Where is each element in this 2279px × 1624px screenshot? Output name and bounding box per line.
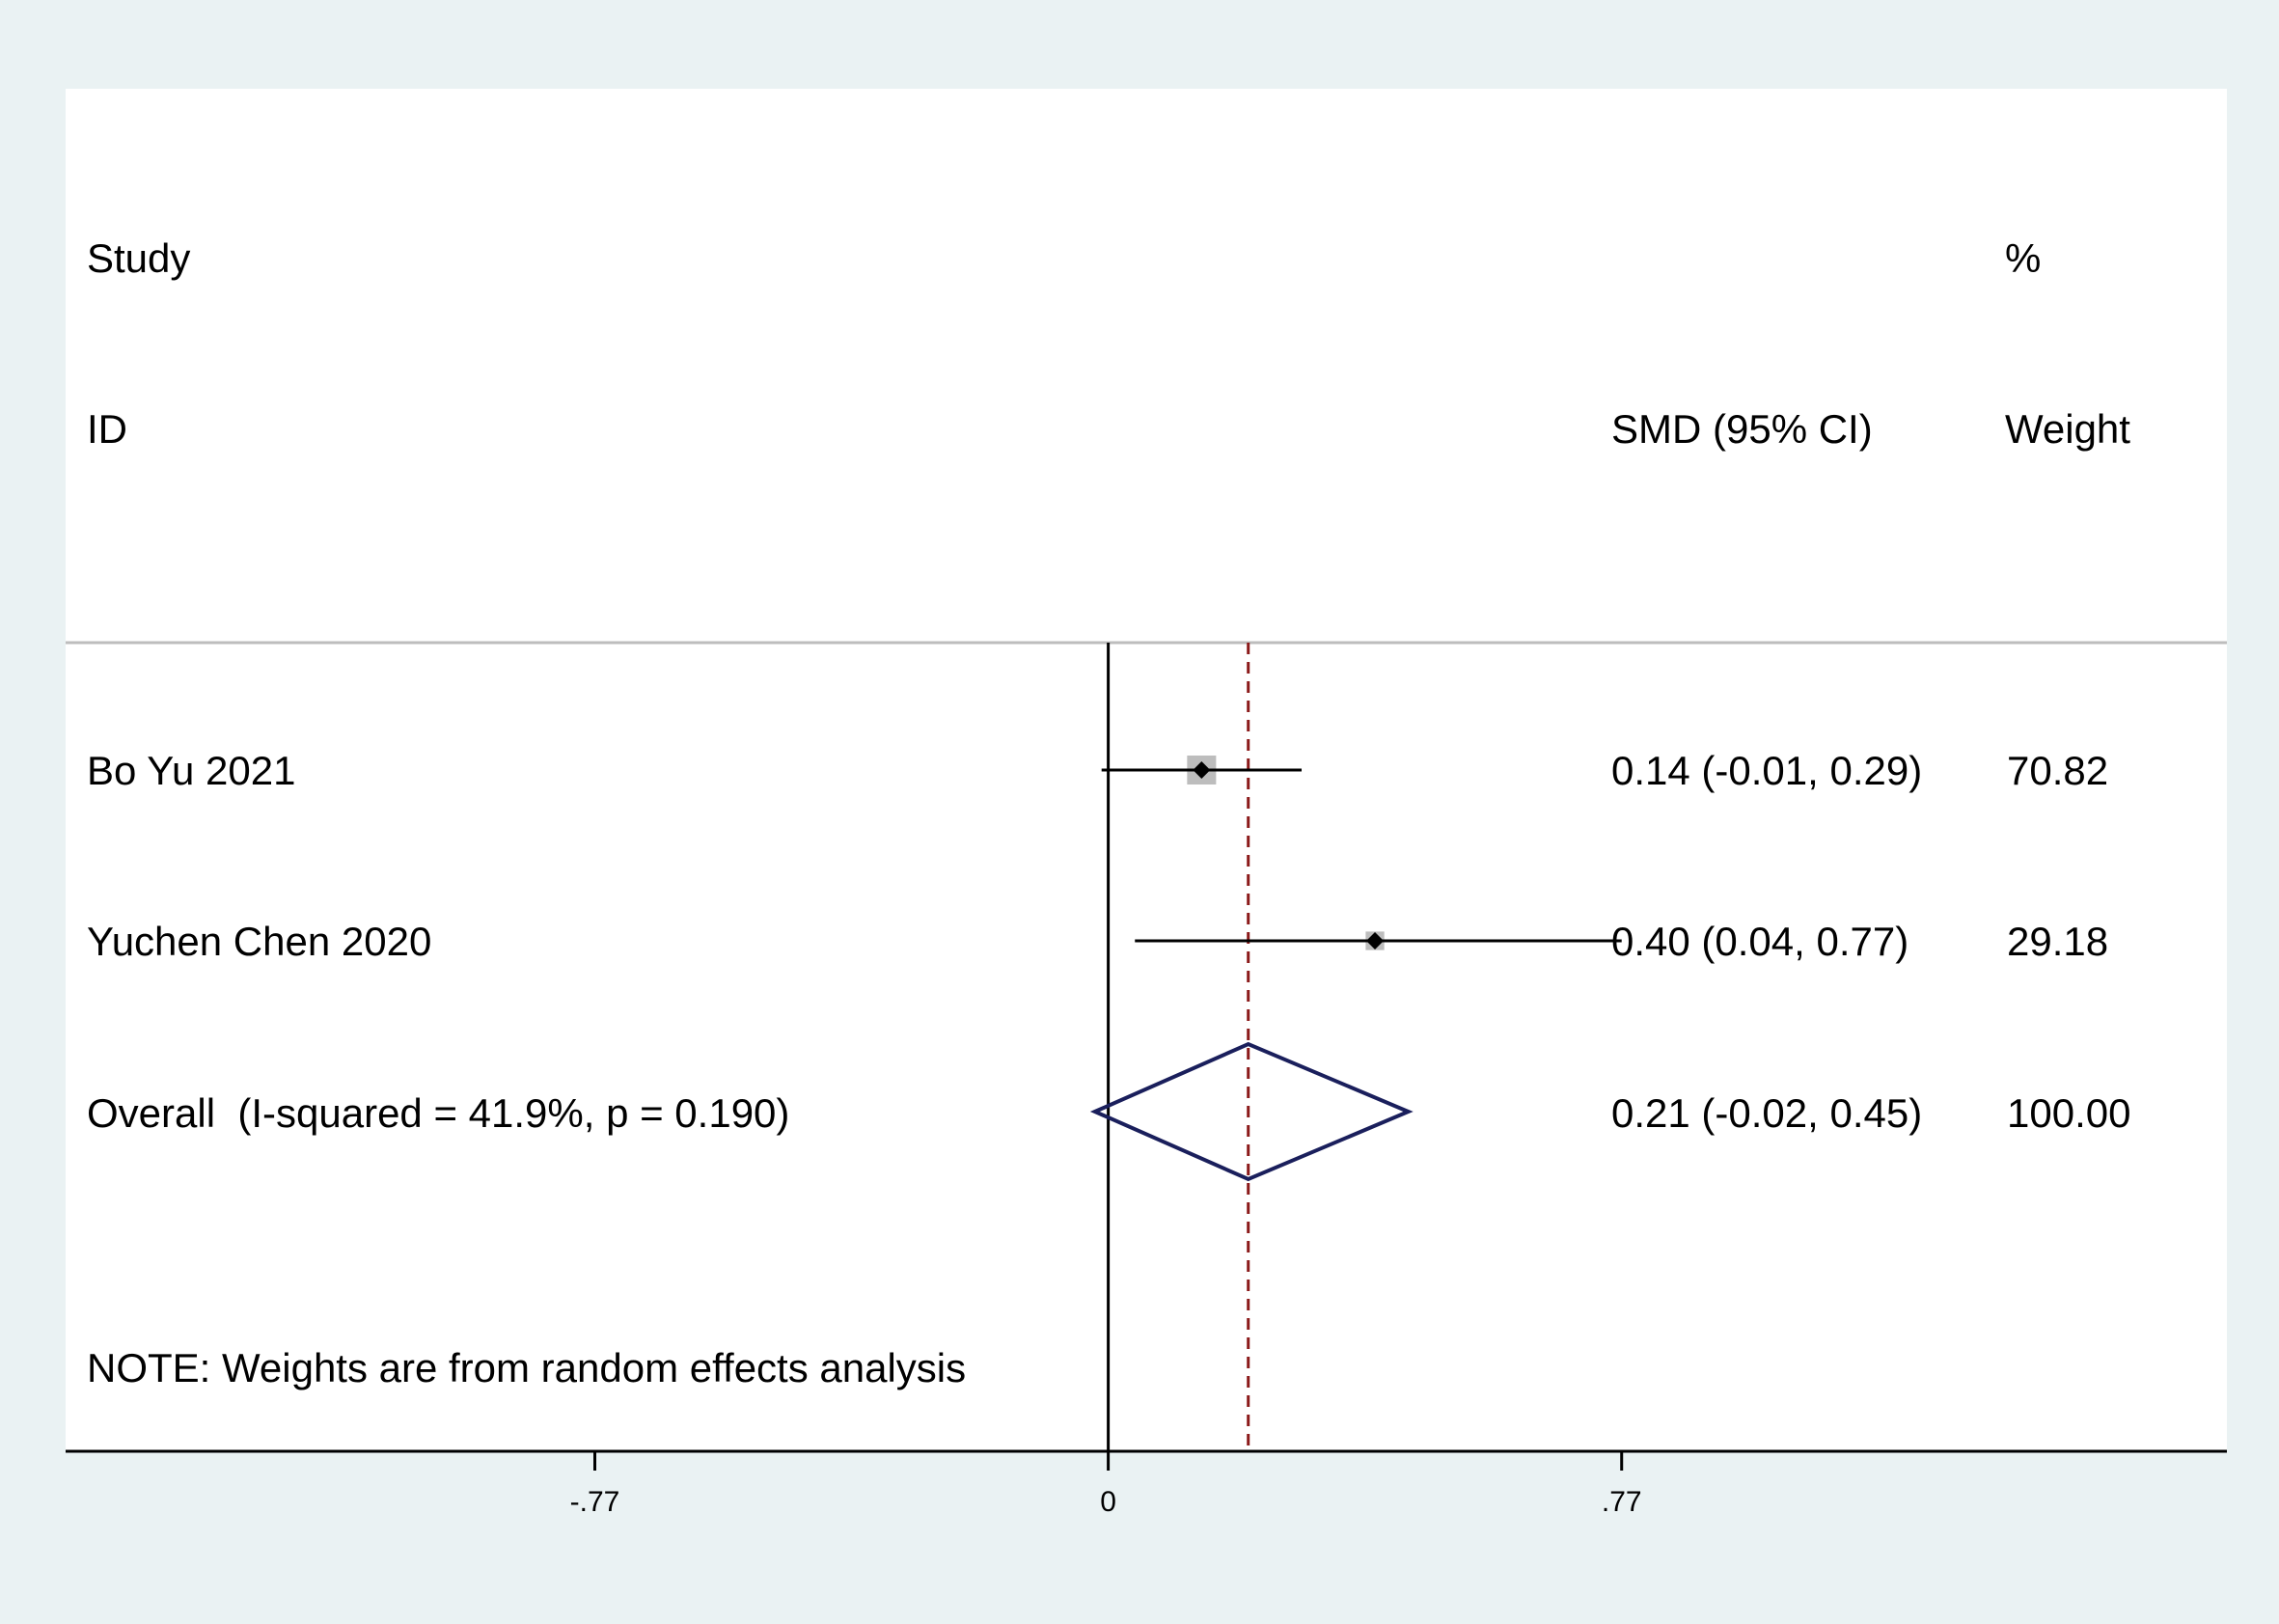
forest-marks (1089, 643, 1622, 1451)
x-axis: -.77 0 .77 (66, 1449, 2227, 1518)
overall-weight-text: 100.00 (2007, 1090, 2130, 1136)
weights-note: NOTE: Weights are from random effects an… (87, 1345, 966, 1390)
overall-label: Overall (I-squared = 41.9%, p = 0.190) (87, 1090, 789, 1136)
study-weight-text: 29.18 (2007, 919, 2108, 964)
header-weight: Weight (2005, 406, 2130, 452)
x-axis-tick-label: -.77 (570, 1486, 620, 1518)
study-label: Bo Yu 2021 (87, 748, 295, 793)
header-study: Study (87, 235, 190, 281)
overall-diamond (1089, 1041, 1414, 1182)
study-point-estimate (1193, 761, 1211, 779)
study-rows: Bo Yu 2021 0.14 (-0.01, 0.29) 70.82 Yuchen … (87, 748, 2108, 964)
x-axis-tick-label: 0 (1100, 1486, 1116, 1518)
header-id: ID (87, 406, 127, 452)
study-ci-text: 0.40 (0.04, 0.77) (1611, 919, 1908, 964)
study-point-estimate (1366, 932, 1385, 950)
x-axis-tick-label: .77 (1602, 1486, 1642, 1518)
header-percent: % (2005, 235, 2041, 281)
study-label: Yuchen Chen 2020 (87, 919, 431, 964)
study-ci-text: 0.14 (-0.01, 0.29) (1611, 748, 1922, 793)
study-weight-text: 70.82 (2007, 748, 2108, 793)
header-effect: SMD (95% CI) (1611, 406, 1873, 452)
overall-ci-text: 0.21 (-0.02, 0.45) (1611, 1090, 1922, 1136)
